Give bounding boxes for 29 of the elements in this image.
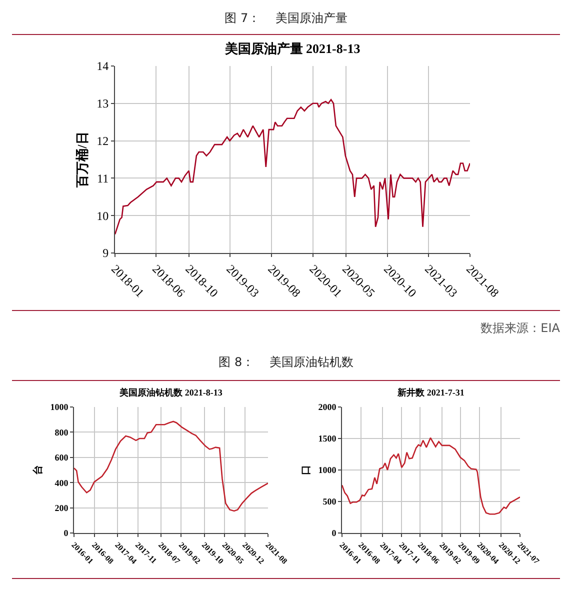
y-axis-title: 百万桶/日	[74, 132, 90, 188]
y-tick-label: 0	[64, 528, 69, 538]
y-axis-title: 口	[301, 465, 312, 475]
y-tick-label: 600	[54, 452, 69, 463]
caption: 图 7： 美国原油产量	[224, 10, 348, 27]
line-series	[74, 420, 268, 512]
y-tick-label: 13	[96, 96, 109, 111]
y-tick-label: 14	[96, 59, 109, 74]
y-tick-label: 800	[54, 427, 69, 438]
y-tick-label: 0	[332, 528, 337, 538]
y-tick-label: 1000	[318, 465, 337, 476]
y-tick-label: 2000	[318, 402, 337, 412]
y-tick-label: 200	[54, 502, 69, 513]
y-tick-label: 12	[96, 134, 109, 148]
y-tick-label: 500	[322, 496, 337, 507]
line-series	[342, 437, 520, 515]
y-tick-label: 9	[102, 246, 109, 260]
y-axis-title: 台	[32, 465, 44, 475]
y-tick-label: 10	[96, 208, 109, 223]
caption: 图 8： 美国原油钻机数	[218, 354, 354, 371]
chart-title: 美国原油产量 2021-8-13	[224, 41, 361, 56]
chart-title: 新井数 2021-7-31	[396, 387, 465, 398]
y-tick-label: 400	[54, 478, 69, 488]
line-series	[115, 99, 470, 235]
chart-title: 美国原油钻机数 2021-8-13	[118, 387, 223, 398]
y-tick-label: 11	[97, 171, 109, 186]
source-note: 数据来源：EIA	[480, 320, 560, 337]
y-tick-label: 1000	[50, 402, 69, 412]
y-tick-label: 1500	[318, 434, 337, 444]
